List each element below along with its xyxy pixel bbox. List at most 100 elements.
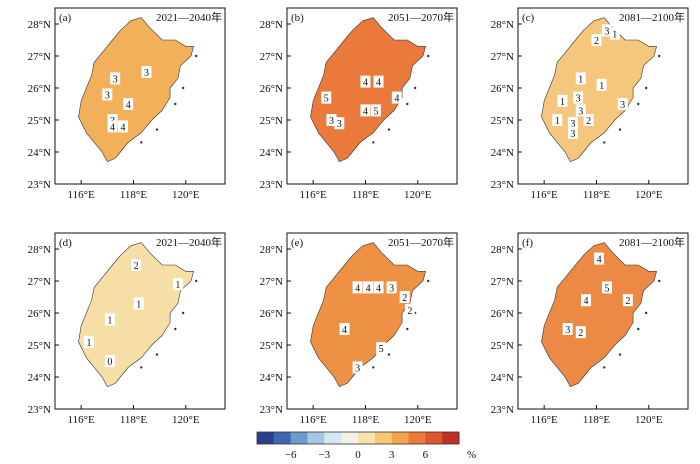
island-mark <box>140 141 143 144</box>
contour-label-bg <box>567 126 578 139</box>
contour-label: 0 <box>107 357 112 368</box>
contour-label: 4 <box>597 255 602 266</box>
contour-label-bg <box>617 98 628 110</box>
y-tick-label: 27°N <box>491 276 514 288</box>
y-tick-label: 23°N <box>260 179 283 191</box>
contour-label: 3 <box>565 325 570 336</box>
island-mark <box>618 353 622 356</box>
colorbar-tick-label: 6 <box>423 449 429 459</box>
contour-label: 3 <box>576 94 581 105</box>
y-tick-label: 23°N <box>260 404 283 416</box>
panel-label: (b) <box>291 12 304 24</box>
contour-label-bg <box>102 88 113 101</box>
colorbar-segment <box>391 432 409 444</box>
contour-label: 4 <box>363 78 368 89</box>
x-tick-label: 116°E <box>531 414 558 426</box>
contour-label-bg <box>557 94 568 107</box>
x-tick-label: 118°E <box>583 414 610 426</box>
contour-label-bg <box>575 72 586 85</box>
island-mark <box>195 279 198 283</box>
contour-label: 3 <box>604 26 609 37</box>
contour-label: 1 <box>87 338 92 349</box>
x-tick-label: 118°E <box>120 414 147 426</box>
y-tick-label: 23°N <box>491 179 514 191</box>
y-tick-label: 25°N <box>28 115 51 127</box>
contour-label-bg <box>567 117 578 130</box>
y-tick-label: 26°N <box>260 83 283 95</box>
colorbar-segment <box>408 432 426 444</box>
island-mark <box>637 102 640 106</box>
y-tick-label: 26°N <box>491 83 514 95</box>
x-tick-label: 120°E <box>635 189 663 201</box>
x-tick-label: 120°E <box>172 189 200 201</box>
contour-label: 1 <box>612 30 617 41</box>
island-mark <box>372 141 375 144</box>
colorbar-segment <box>307 432 325 444</box>
y-tick-label: 24°N <box>260 372 283 384</box>
contour-label: 4 <box>376 283 381 294</box>
colorbar-segment <box>425 432 443 444</box>
period-label: 2021—2040年 <box>156 235 222 249</box>
contour-label: 3 <box>570 129 575 140</box>
contour-label-bg <box>575 326 586 339</box>
y-tick-label: 24°N <box>491 147 514 159</box>
contour-label: 4 <box>366 283 371 294</box>
contour-label-bg <box>591 34 602 46</box>
x-tick-label: 116°E <box>300 189 327 201</box>
contour-label: 5 <box>373 106 378 117</box>
contour-label-bg <box>583 114 594 126</box>
map-panel: 116°E 118°E 120°E 28°N 27°N 26°N 25°N 24°N 23°N (… <box>28 232 226 426</box>
contour-label-bg <box>601 24 612 37</box>
contour-label-bg <box>339 323 350 335</box>
y-tick-label: 27°N <box>260 51 283 63</box>
contour-label-bg <box>131 259 142 271</box>
contour-label: 3 <box>329 116 334 127</box>
island-mark <box>174 327 177 331</box>
contour-label: 1 <box>599 81 604 92</box>
contour-label-bg <box>601 281 612 294</box>
y-tick-label: 27°N <box>28 51 51 63</box>
period-label: 2081—2100年 <box>619 235 685 249</box>
y-tick-label: 28°N <box>260 19 283 31</box>
contour-label-bg <box>321 91 332 104</box>
contour-label-bg <box>404 303 415 316</box>
contour-label-bg <box>373 281 384 294</box>
colorbar-tick-label: −6 <box>285 449 297 459</box>
contour-label: 3 <box>105 90 110 101</box>
panels: 116°E 118°E 120°E 28°N 27°N 26°N 25°N 24°N 23°N (… <box>28 7 689 426</box>
island-mark <box>181 311 185 315</box>
colorbar-tick-label: 0 <box>355 449 361 459</box>
contour-label-bg <box>573 91 584 104</box>
contour-label: 5 <box>379 344 384 355</box>
colorbar-frame <box>256 431 460 445</box>
region-shape <box>541 242 657 387</box>
panel-label: (f) <box>522 237 533 249</box>
contour-label: 4 <box>355 283 360 294</box>
y-tick-label: 28°N <box>28 244 51 256</box>
y-tick-label: 28°N <box>491 19 514 31</box>
island-mark <box>155 128 159 131</box>
y-tick-label: 28°N <box>28 19 51 31</box>
contour-label-bg <box>391 91 402 104</box>
contour-label-bg <box>596 78 607 91</box>
island-mark <box>387 128 391 131</box>
period-label: 2051—2070年 <box>388 235 454 249</box>
x-tick-label: 118°E <box>583 189 610 201</box>
island-mark <box>195 54 198 58</box>
contour-label: 1 <box>578 74 583 85</box>
contour-label-bg <box>360 104 371 117</box>
contour-label: 2 <box>578 328 583 339</box>
x-tick-label: 116°E <box>531 189 558 201</box>
colorbar-segment <box>257 432 275 444</box>
contour-label: 5 <box>324 94 329 105</box>
island-mark <box>372 366 375 369</box>
contour-label-bg <box>622 294 633 307</box>
y-tick-label: 24°N <box>28 372 51 384</box>
y-tick-label: 25°N <box>491 115 514 127</box>
y-tick-label: 26°N <box>28 83 51 95</box>
panel-label: (c) <box>522 12 535 24</box>
y-tick-label: 24°N <box>28 147 51 159</box>
region-shape <box>310 242 426 387</box>
contour-label: 4 <box>363 106 368 117</box>
contour-label-bg <box>575 104 586 117</box>
